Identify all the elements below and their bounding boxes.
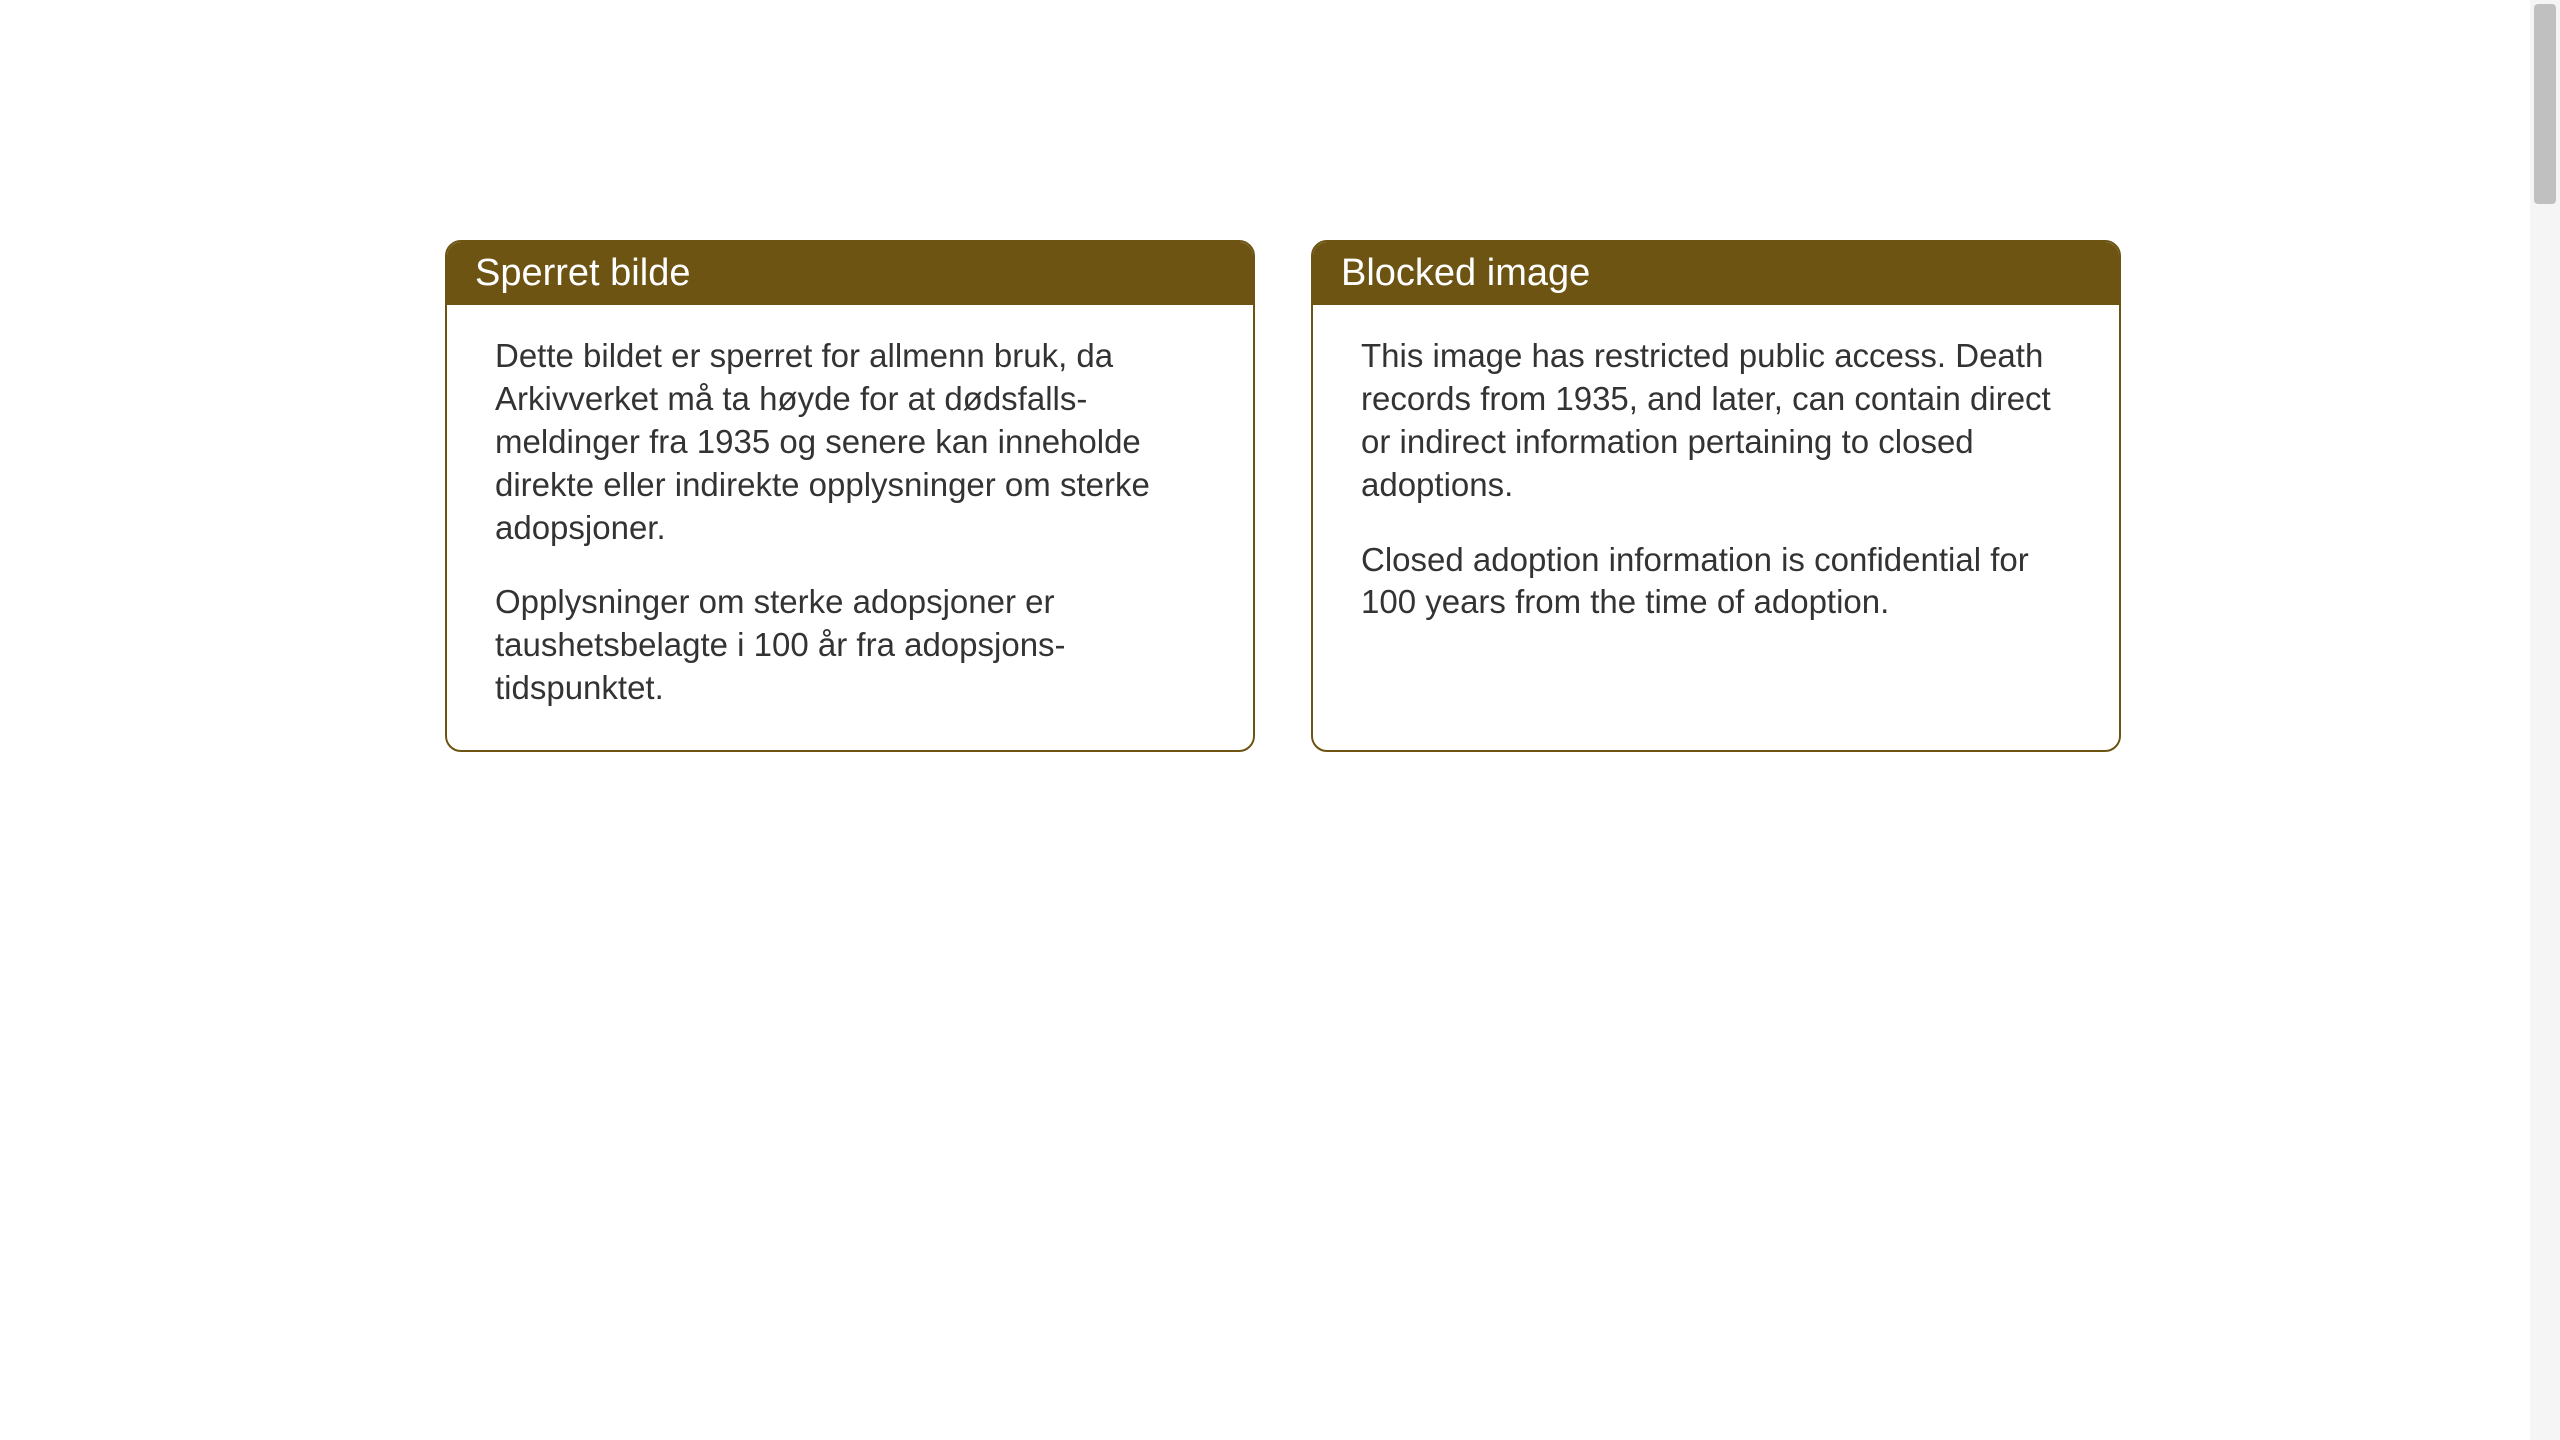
scrollbar-thumb[interactable]: [2534, 4, 2556, 204]
notice-header-norwegian: Sperret bilde: [447, 242, 1253, 305]
notice-paragraph-norwegian-1: Dette bildet er sperret for allmenn bruk…: [495, 335, 1205, 549]
notice-body-norwegian: Dette bildet er sperret for allmenn bruk…: [447, 305, 1253, 750]
notice-paragraph-norwegian-2: Opplysninger om sterke adopsjoner er tau…: [495, 581, 1205, 710]
notices-container: Sperret bilde Dette bildet er sperret fo…: [445, 240, 2121, 752]
notice-title-norwegian: Sperret bilde: [475, 252, 690, 294]
scrollbar-track[interactable]: [2530, 0, 2560, 1440]
notice-title-english: Blocked image: [1341, 252, 1590, 294]
notice-header-english: Blocked image: [1313, 242, 2119, 305]
notice-body-english: This image has restricted public access.…: [1313, 305, 2119, 664]
notice-paragraph-english-1: This image has restricted public access.…: [1361, 335, 2071, 507]
notice-box-english: Blocked image This image has restricted …: [1311, 240, 2121, 752]
notice-paragraph-english-2: Closed adoption information is confident…: [1361, 539, 2071, 625]
notice-box-norwegian: Sperret bilde Dette bildet er sperret fo…: [445, 240, 1255, 752]
